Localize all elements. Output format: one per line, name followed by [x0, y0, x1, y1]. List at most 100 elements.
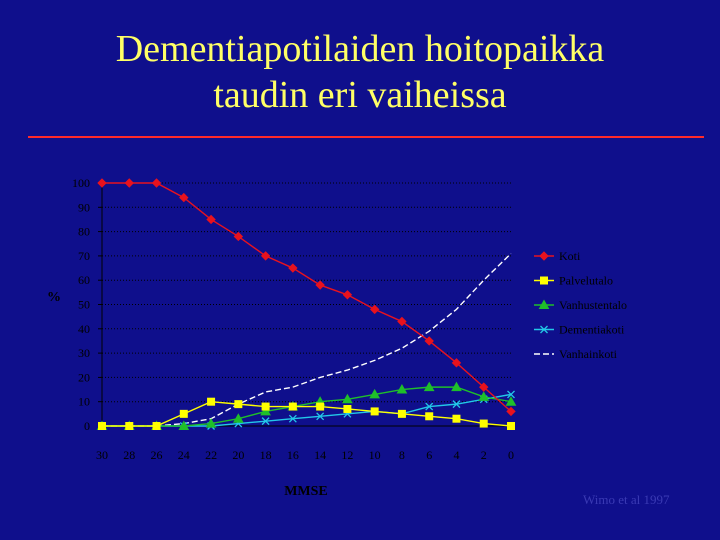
y-tick-label: 0 [84, 419, 90, 433]
data-point [260, 405, 271, 416]
legend-label: Vanhustentalo [559, 298, 627, 312]
data-point [452, 400, 461, 409]
title-line-1: Dementiapotilaiden hoitopaikka [115, 28, 605, 70]
data-point [97, 178, 107, 188]
legend-label: Dementiakoti [559, 323, 625, 337]
data-point [369, 304, 380, 315]
data-point [288, 402, 297, 411]
data-point [260, 251, 271, 261]
data-point-stroke [452, 400, 461, 409]
data-point [98, 422, 106, 430]
data-point [370, 407, 379, 416]
slide-title: Dementiapotilaiden hoitopaikka taudin er… [0, 26, 720, 118]
x-tick-label: 0 [508, 448, 514, 462]
data-point [506, 406, 516, 417]
data-point [288, 414, 297, 423]
x-tick-label: 8 [399, 448, 405, 462]
data-point [233, 231, 244, 242]
data-point [424, 336, 434, 346]
x-tick-label: 4 [453, 448, 459, 462]
x-tick-label: 2 [481, 448, 487, 462]
data-point [507, 422, 515, 430]
data-point [234, 400, 243, 409]
data-point [342, 290, 353, 300]
y-tick-label: 10 [78, 395, 90, 409]
y-tick-label: 30 [78, 346, 90, 360]
data-point [316, 402, 325, 411]
legend-item: Koti [534, 249, 581, 263]
legend-item: Vanhainkoti [534, 347, 618, 361]
data-point [451, 381, 462, 392]
series-line [102, 386, 512, 427]
data-point-stroke [261, 417, 270, 426]
source-citation: Wimo et al 1997 [583, 492, 670, 507]
series-line [102, 182, 512, 412]
data-point [179, 192, 189, 203]
data-point-stroke [316, 412, 325, 421]
data-point [425, 412, 434, 421]
data-point [505, 396, 517, 406]
x-tick-label: 12 [341, 448, 353, 462]
legend-label: Koti [559, 249, 581, 263]
data-point [478, 391, 490, 401]
series-line [102, 400, 512, 427]
data-point [206, 214, 216, 225]
data-point [425, 402, 434, 411]
data-point [151, 178, 162, 188]
y-tick-label: 80 [78, 225, 90, 239]
data-point [124, 178, 134, 188]
y-tick-label: 20 [78, 370, 90, 384]
data-point [179, 409, 188, 418]
data-point [539, 251, 549, 261]
data-point [451, 358, 462, 368]
data-point [261, 417, 270, 426]
x-tick-label: 18 [260, 448, 272, 462]
data-point [397, 409, 406, 418]
data-point [479, 419, 488, 428]
legend: Koti Palvelutalo Vanhustentalo Dementiakoti… [534, 249, 627, 361]
data-point [207, 397, 216, 406]
y-axis-label: % [47, 290, 61, 305]
x-tick-label: 6 [426, 448, 432, 462]
x-tick-label: 26 [151, 448, 163, 462]
data-point-stroke [288, 414, 297, 423]
series-palvelutalo [98, 397, 515, 430]
x-tick-labels: 30 28 26 24 22 20 18 16 14 12 10 8 6 4 2 0 [96, 448, 514, 462]
series-line [102, 252, 512, 427]
series-vanhainkoti [102, 252, 512, 427]
data-point [507, 390, 515, 399]
legend-item: Dementiakoti [534, 323, 625, 337]
x-tick-label: 10 [369, 448, 381, 462]
legend-label: Vanhainkoti [559, 347, 618, 361]
data-point [288, 263, 298, 273]
data-point [369, 388, 381, 399]
data-point [342, 393, 353, 404]
y-tick-label: 50 [78, 298, 90, 312]
x-tick-label: 22 [205, 448, 217, 462]
data-point-stroke [540, 325, 548, 334]
legend-label: Palvelutalo [559, 274, 613, 288]
legend-item: Vanhustentalo [534, 298, 627, 312]
y-tick-label: 100 [72, 176, 90, 190]
data-point [261, 402, 270, 411]
series-koti [97, 178, 516, 417]
x-tick-label: 14 [314, 448, 326, 462]
y-tick-label: 90 [78, 200, 90, 214]
title-line-2: taudin eri vaiheissa [213, 74, 507, 116]
data-point [343, 404, 352, 413]
x-tick-label: 20 [232, 448, 244, 462]
x-tick-label: 28 [123, 448, 135, 462]
data-point [540, 276, 548, 285]
data-point [540, 325, 548, 334]
data-point [538, 299, 550, 309]
series-lines [96, 178, 517, 430]
data-point [178, 420, 190, 430]
data-point [125, 422, 134, 430]
data-point [396, 384, 408, 394]
data-point [397, 316, 407, 327]
data-point [479, 382, 489, 392]
x-tick-label: 16 [287, 448, 299, 462]
legend-item: Palvelutalo [534, 274, 613, 288]
y-tick-labels: 0 10 20 30 40 50 60 70 80 90 100 [72, 176, 90, 433]
